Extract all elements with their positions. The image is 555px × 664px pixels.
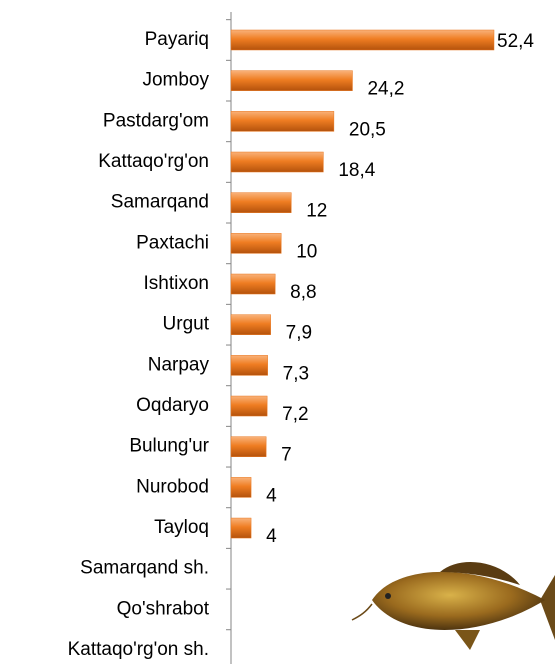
value-label: 18,4 [338,160,375,181]
bar [230,314,271,335]
category-label: Tayloq [154,517,209,538]
bar [230,517,252,539]
category-label: Qo'shrabot [117,598,210,619]
category-label: Kattaqo'rg'on sh. [68,639,209,660]
bar [230,111,335,132]
bar [230,436,267,457]
fish-illustration [351,562,555,650]
bar [230,395,268,417]
category-label: Samarqand [111,192,209,213]
value-label: 7,3 [283,363,309,384]
category-label: Narpay [148,354,210,375]
category-label: Ishtixon [144,273,209,294]
category-label: Nurobod [136,476,209,497]
category-label: Samarqand sh. [80,558,209,579]
value-label: 8,8 [290,282,316,303]
value-label: 7,2 [282,404,308,425]
bar [230,151,324,173]
category-label: Payariq [145,29,209,50]
bar [230,70,353,91]
category-label: Paxtachi [136,232,209,253]
category-label: Pastdarg'om [103,110,209,131]
bar [230,477,252,498]
category-label: Kattaqo'rg'on [98,151,209,172]
value-label: 24,2 [367,79,404,100]
value-label: 4 [266,526,277,547]
category-label: Bulung'ur [129,436,209,457]
bar [230,273,276,295]
value-label: 7 [281,445,292,466]
value-label: 12 [306,201,327,222]
category-label: Urgut [163,314,210,335]
category-label: Jomboy [142,70,209,91]
bar [230,192,292,213]
bar [230,29,495,51]
value-label: 10 [296,241,317,262]
value-label: 20,5 [349,119,386,140]
category-label: Oqdaryo [136,395,209,416]
value-label: 7,9 [286,323,312,344]
value-label: 52,4 [497,31,534,52]
value-label: 4 [266,485,277,506]
bar [230,233,282,254]
bar [230,355,268,376]
